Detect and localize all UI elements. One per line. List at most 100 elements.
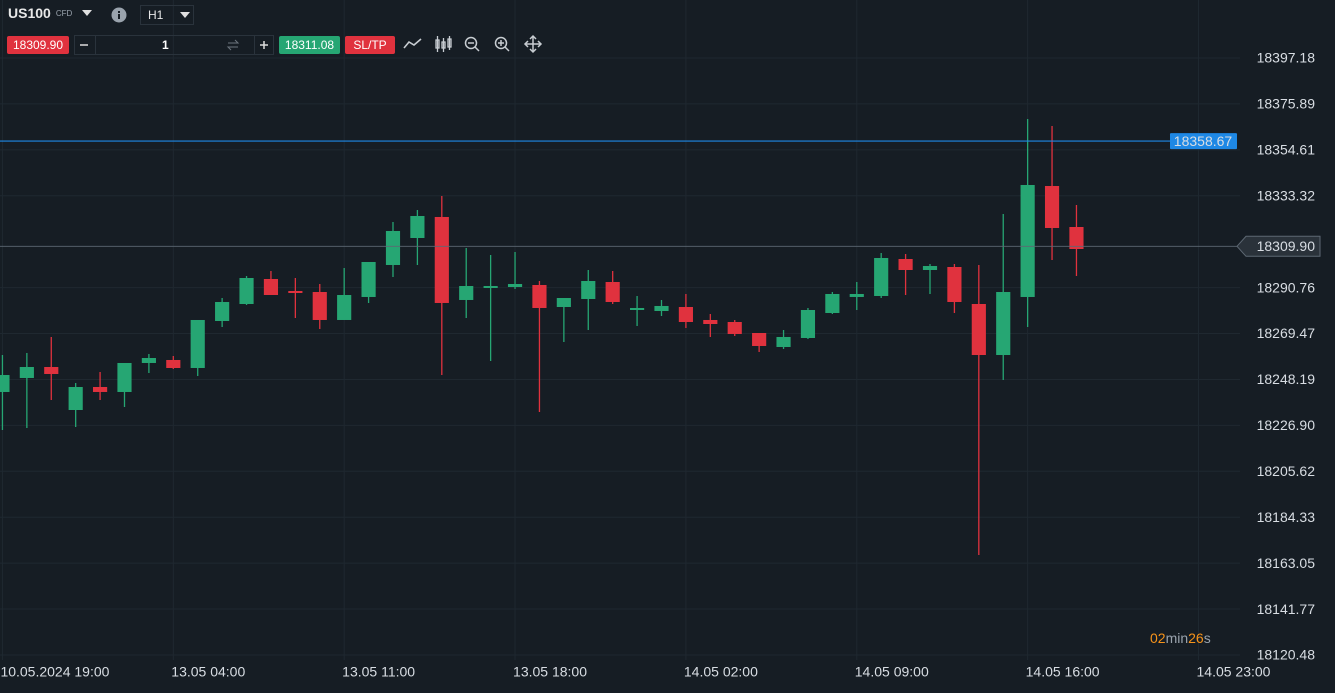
countdown: 02min26s — [1150, 630, 1211, 646]
y-tick-label: 18226.90 — [1257, 417, 1316, 433]
symbol-type: CFD — [55, 8, 73, 18]
candle-body — [800, 309, 816, 339]
candle-body — [434, 216, 449, 303]
zoom-out-tool[interactable] — [464, 36, 480, 52]
candle-body — [996, 292, 1011, 356]
price-line-tag — [1170, 133, 1237, 150]
chart-tools — [403, 34, 543, 54]
x-tick-label: 14.05 16:00 — [1026, 664, 1100, 680]
y-tick-label: 18248.19 — [1257, 371, 1316, 387]
x-tick-label: 13.05 11:00 — [342, 664, 415, 680]
candle-body — [556, 298, 571, 308]
candle-body — [703, 319, 718, 325]
candle-body — [971, 304, 986, 356]
y-tick-label: 18269.47 — [1257, 325, 1316, 341]
line-chart-tool[interactable] — [403, 38, 422, 49]
x-tick-label: 14.05 02:00 — [684, 664, 758, 680]
countdown-minutes: 02 — [1150, 630, 1166, 646]
candle-body — [922, 266, 938, 270]
candle-body — [190, 319, 205, 368]
x-tick-label: 13.05 04:00 — [171, 664, 245, 680]
current-price-label: 18309.90 — [1257, 238, 1316, 254]
countdown-seconds: 26 — [1188, 630, 1204, 646]
candle-body — [263, 278, 279, 296]
candle-body — [0, 375, 10, 392]
quantity-field[interactable]: 1 — [95, 36, 255, 54]
candle-body — [1069, 226, 1084, 250]
symbol: US100 — [8, 5, 51, 21]
y-tick-label: 18205.62 — [1257, 463, 1316, 479]
candle-body — [654, 305, 669, 311]
y-tick-label: 18290.76 — [1257, 279, 1316, 295]
candle-body — [776, 336, 791, 348]
quantity-input[interactable]: 1 — [74, 35, 274, 55]
sl-tp-button[interactable]: SL/TP — [345, 36, 395, 54]
candle-body — [93, 387, 108, 392]
candle-body — [1020, 184, 1035, 297]
x-tick-label: 14.05 09:00 — [855, 664, 929, 680]
candle-body — [288, 290, 303, 293]
candle-body — [1044, 186, 1060, 228]
y-tick-label: 18333.32 — [1257, 187, 1316, 203]
dropdown-arrow — [180, 12, 191, 18]
candle-body — [483, 286, 498, 288]
pan-tool[interactable] — [523, 34, 543, 54]
buy-button[interactable]: 18311.08 — [279, 36, 340, 54]
candle-body — [874, 258, 889, 296]
candle-body — [581, 281, 596, 299]
candle-body — [337, 295, 352, 320]
candle-body — [752, 332, 767, 346]
current-price-tag — [1236, 235, 1321, 257]
candle-body — [385, 230, 401, 265]
candle-tool[interactable] — [435, 36, 452, 52]
y-tick-label: 18120.48 — [1257, 647, 1316, 663]
y-tick-label: 18163.05 — [1257, 555, 1316, 571]
candle-body — [532, 284, 547, 308]
timeframe: H1 — [148, 8, 164, 22]
candle-body — [19, 367, 34, 378]
timeframe-selector[interactable]: H1 — [140, 5, 194, 25]
x-tick-label: 10.05.2024 19:00 — [0, 664, 109, 680]
candle-body — [825, 293, 840, 313]
decrease-button[interactable] — [75, 36, 93, 54]
candle-body — [166, 359, 181, 368]
candle-body — [215, 301, 230, 322]
sell-button[interactable]: 18309.90 — [7, 36, 69, 54]
candle-body — [898, 258, 913, 270]
quantity: 1 — [162, 38, 169, 52]
candle-body — [312, 292, 327, 320]
candle-body — [678, 307, 693, 322]
symbol-selector[interactable]: US100 CFD — [8, 4, 93, 22]
y-tick-label: 18141.77 — [1257, 601, 1316, 617]
candle-body — [410, 215, 425, 239]
dropdown-arrow — [82, 10, 93, 16]
countdown-minutes-unit: min — [1166, 630, 1189, 646]
x-tick-label: 13.05 18:00 — [513, 664, 587, 680]
candle-body — [507, 284, 523, 287]
candle-body — [630, 307, 645, 310]
info-icon[interactable] — [111, 7, 127, 23]
candle-body — [141, 358, 156, 363]
candle-body — [947, 266, 962, 302]
candle-body — [44, 367, 59, 374]
increase-button[interactable] — [255, 36, 273, 54]
candle-body — [605, 281, 620, 302]
candle-body — [117, 362, 132, 392]
y-tick-label: 18354.61 — [1257, 142, 1316, 158]
y-tick-label: 18375.89 — [1257, 96, 1316, 112]
y-tick-label: 18184.33 — [1257, 509, 1316, 525]
candle-body — [361, 261, 376, 297]
swap-icon — [226, 39, 240, 51]
candle-body — [459, 286, 474, 300]
zoom-in-tool[interactable] — [494, 36, 510, 52]
price-line-label: 18358.67 — [1174, 133, 1233, 149]
candle-body — [239, 278, 254, 305]
candle-body — [727, 321, 742, 334]
candle-body — [849, 293, 864, 297]
candle-body — [68, 387, 83, 411]
x-tick-label: 14.05 23:00 — [1197, 664, 1271, 680]
y-tick-label: 18397.18 — [1257, 50, 1316, 66]
countdown-seconds-unit: s — [1204, 630, 1211, 646]
